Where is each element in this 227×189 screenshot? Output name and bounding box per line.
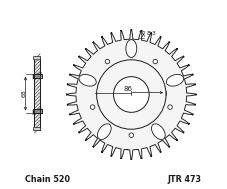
Circle shape: [168, 105, 172, 109]
Polygon shape: [67, 30, 196, 159]
Bar: [34, 57, 40, 130]
Text: Chain 520: Chain 520: [25, 175, 70, 184]
Circle shape: [114, 77, 149, 112]
FancyBboxPatch shape: [34, 56, 41, 60]
Bar: [33, 74, 42, 78]
Text: JTR 473: JTR 473: [168, 175, 202, 184]
Ellipse shape: [166, 74, 184, 86]
Circle shape: [105, 59, 110, 64]
Circle shape: [90, 105, 95, 109]
Bar: [34, 57, 40, 130]
Text: 86: 86: [123, 86, 132, 92]
Bar: [33, 74, 42, 78]
Circle shape: [97, 60, 166, 129]
Ellipse shape: [79, 74, 96, 86]
Text: 8.3: 8.3: [147, 31, 157, 36]
Ellipse shape: [97, 124, 111, 139]
Ellipse shape: [151, 124, 165, 139]
Bar: [33, 109, 42, 113]
Text: 68: 68: [21, 90, 26, 98]
Circle shape: [129, 133, 133, 137]
Ellipse shape: [126, 40, 137, 57]
Circle shape: [153, 59, 158, 64]
Bar: [33, 109, 42, 113]
FancyBboxPatch shape: [34, 127, 41, 131]
